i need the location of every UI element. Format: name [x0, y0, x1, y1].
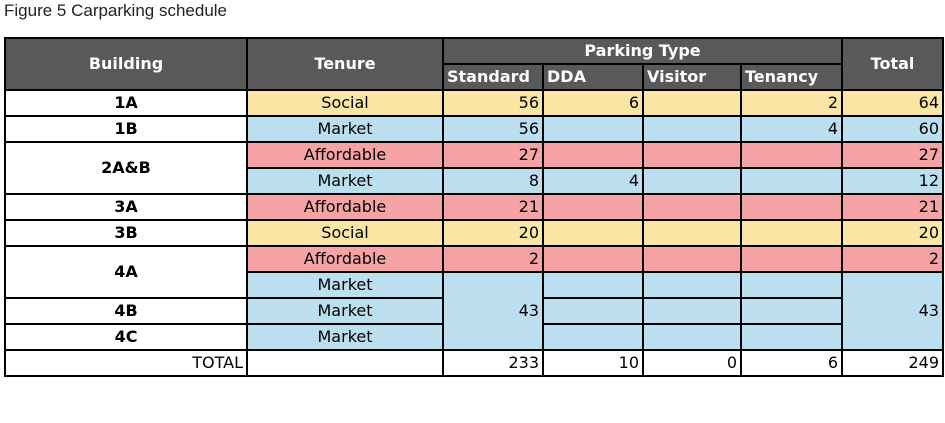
- table-row: 3B Social 20 20: [4, 219, 945, 247]
- tenure-cell: Market: [246, 115, 444, 143]
- dda-cell: [542, 323, 644, 351]
- tenure-cell: Affordable: [246, 245, 444, 273]
- building-cell: 1B: [4, 115, 248, 143]
- header-tenure: Tenure: [246, 37, 444, 91]
- total-cell: 27: [841, 141, 945, 169]
- tenancy-cell: [739, 245, 844, 273]
- table-row: 1A Social 56 6 2 64: [4, 89, 945, 117]
- table-row: 3A Affordable 21 21: [4, 193, 945, 221]
- totals-total-cell: 249: [841, 349, 945, 377]
- visitor-cell: [642, 323, 742, 351]
- table-row: Market 8 4 12: [5, 167, 945, 195]
- table-row: 4B Market: [4, 297, 943, 325]
- tenure-cell: Market: [246, 323, 444, 351]
- tenancy-cell: 4: [739, 115, 844, 143]
- table-row: 2A&B Affordable 27 27: [4, 141, 945, 195]
- standard-cell: 2: [442, 245, 544, 273]
- standard-cell: 56: [442, 89, 544, 117]
- standard-cell: 21: [442, 193, 544, 221]
- building-cell: 4C: [4, 323, 248, 351]
- visitor-cell: [642, 297, 742, 325]
- standard-cell: 43: [442, 271, 544, 351]
- header-standard: Standard: [442, 63, 544, 91]
- header-parking-type: Parking Type: [441, 37, 844, 65]
- visitor-cell: [642, 167, 742, 195]
- tenure-cell: Market: [246, 297, 444, 325]
- total-cell: 64: [841, 89, 945, 117]
- tenancy-cell: [739, 323, 844, 351]
- dda-cell: [542, 245, 644, 273]
- totals-standard-cell: 233: [442, 349, 544, 377]
- header-row-2: Standard DDA Visitor Tenancy: [5, 63, 943, 91]
- standard-cell: 27: [442, 141, 544, 169]
- tenancy-cell: [739, 141, 844, 169]
- tenancy-cell: [739, 219, 844, 247]
- visitor-cell: [642, 89, 742, 117]
- tenancy-cell: [739, 193, 844, 221]
- visitor-cell: [642, 219, 742, 247]
- standard-cell: 20: [442, 219, 544, 247]
- dda-cell: [542, 297, 644, 325]
- building-cell: 4B: [4, 297, 248, 325]
- figure-caption: Figure 5 Carparking schedule: [4, 1, 228, 20]
- dda-cell: 6: [542, 89, 644, 117]
- visitor-cell: [642, 141, 742, 169]
- visitor-cell: [642, 271, 742, 299]
- header-building: Building: [4, 37, 248, 91]
- table-row: 1B Market 56 4 60: [4, 115, 945, 143]
- header-dda: DDA: [542, 63, 644, 91]
- dda-cell: [542, 115, 644, 143]
- header-total: Total: [841, 37, 945, 91]
- building-cell: 3B: [4, 219, 248, 247]
- tenancy-cell: [739, 297, 844, 325]
- tenure-cell: Affordable: [246, 141, 444, 169]
- table-row: 4A Affordable 2 2: [4, 245, 945, 299]
- tenure-cell: Social: [246, 219, 444, 247]
- dda-cell: [542, 219, 644, 247]
- dda-cell: [542, 271, 644, 299]
- tenure-cell: Affordable: [246, 193, 444, 221]
- header-row-1: Building Tenure Parking Type Total: [4, 37, 945, 91]
- standard-cell: 56: [442, 115, 544, 143]
- totals-label: TOTAL: [4, 349, 248, 377]
- tenancy-cell: [739, 167, 844, 195]
- visitor-cell: [642, 193, 742, 221]
- tenure-cell: Market: [246, 167, 444, 195]
- total-cell: 12: [841, 167, 945, 195]
- totals-dda-cell: 10: [542, 349, 644, 377]
- building-cell: 4A: [4, 245, 248, 299]
- tenancy-cell: 2: [739, 89, 844, 117]
- total-cell: 60: [841, 115, 945, 143]
- total-cell: 21: [841, 193, 945, 221]
- header-tenancy: Tenancy: [739, 63, 844, 91]
- building-cell: 3A: [4, 193, 248, 221]
- tenure-cell: Social: [246, 89, 444, 117]
- carparking-schedule-table: Building Tenure Parking Type Total Stand…: [4, 37, 945, 377]
- standard-cell: 8: [442, 167, 544, 195]
- totals-tenancy-cell: 6: [739, 349, 844, 377]
- building-cell: 2A&B: [4, 141, 248, 195]
- header-visitor: Visitor: [642, 63, 742, 91]
- dda-cell: [542, 193, 644, 221]
- totals-row: TOTAL 233 10 0 6 249: [4, 349, 945, 377]
- table-row: 4C Market: [4, 323, 943, 351]
- visitor-cell: [642, 245, 742, 273]
- table-row: Market 43 43: [5, 271, 945, 351]
- total-cell: 2: [841, 245, 945, 273]
- tenancy-cell: [739, 271, 844, 299]
- total-cell: 43: [841, 271, 945, 351]
- tenure-cell: Market: [246, 271, 444, 299]
- dda-cell: [542, 141, 644, 169]
- total-cell: 20: [841, 219, 945, 247]
- dda-cell: 4: [542, 167, 644, 195]
- totals-tenure-cell: [246, 349, 444, 377]
- building-cell: 1A: [4, 89, 248, 117]
- visitor-cell: [642, 115, 742, 143]
- totals-visitor-cell: 0: [642, 349, 742, 377]
